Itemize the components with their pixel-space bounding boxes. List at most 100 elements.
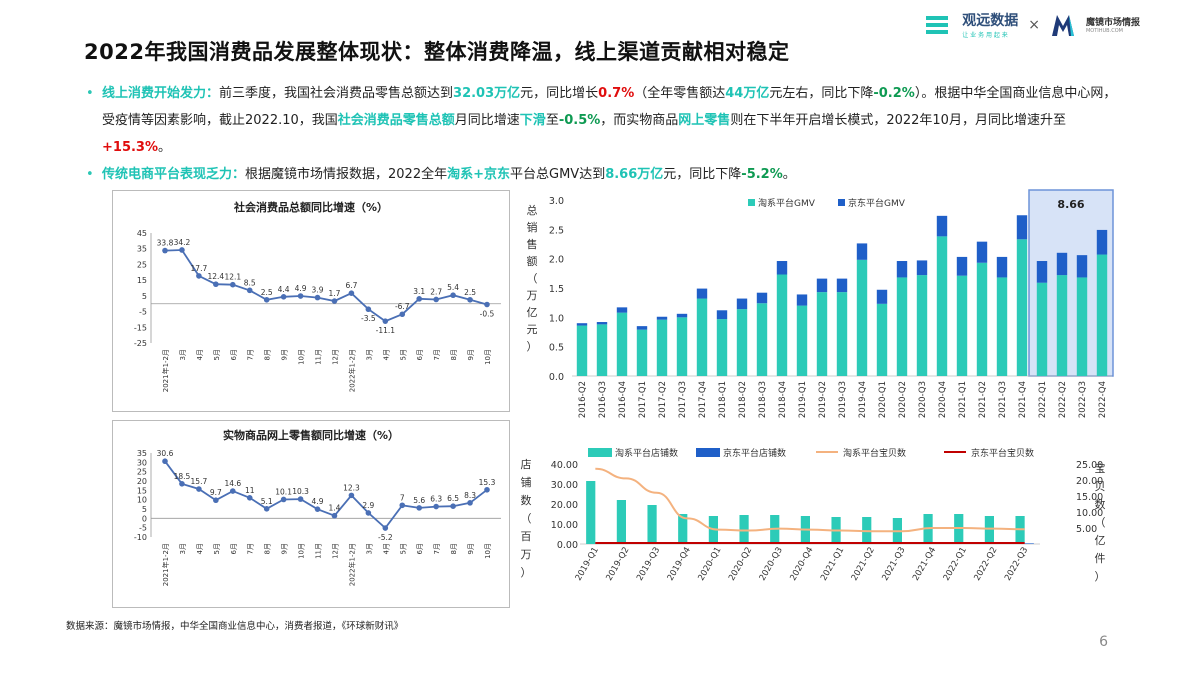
data-label: 6.5	[447, 494, 459, 503]
bullet2-text: 。	[782, 167, 796, 182]
x-tick-label: 7月	[247, 349, 255, 360]
data-label: 5.4	[447, 283, 459, 292]
highlight-total-label: 8.66	[1057, 198, 1084, 211]
y-tick-label: 0	[142, 514, 147, 523]
bullet2-highlight: 淘系+京东	[447, 167, 511, 182]
data-point	[280, 496, 287, 503]
data-point	[229, 281, 236, 288]
data-point	[365, 510, 372, 516]
bar-jd-gmv	[976, 241, 988, 263]
x-tick-label: 2018-Q1	[718, 381, 728, 418]
bar-jd-gmv	[576, 323, 588, 326]
bar-jd-gmv	[636, 326, 648, 330]
x-tick-label: 6月	[416, 349, 424, 360]
bar-taoxi-gmv	[756, 303, 768, 376]
data-point	[314, 294, 321, 301]
y-tick-label: -15	[134, 323, 147, 332]
data-point	[348, 492, 355, 499]
logo-left-sub: 让 业 务 用 起 来	[962, 32, 1008, 39]
logo-left-text: 观远数据	[962, 13, 1019, 29]
bar-taoxi-gmv	[916, 275, 928, 376]
bar-taoxi-gmv	[1096, 254, 1108, 376]
data-point	[196, 273, 202, 279]
data-point	[467, 500, 473, 506]
x-tick-label: 2018-Q3	[758, 381, 768, 418]
x-tick-label: 2021年1-2月	[161, 349, 170, 392]
y-tick-label: 20.00	[551, 500, 578, 511]
data-label: 3.9	[312, 286, 324, 295]
bar-jd-gmv	[856, 243, 868, 260]
logo-right-sub: MOTIHUB.COM	[1085, 28, 1123, 34]
bar-jd-gmv	[816, 278, 828, 293]
page-title: 2022年我国消费品发展整体现状：整体消费降温，线上渠道贡献相对稳定	[84, 40, 790, 64]
data-label: -5.2	[378, 533, 393, 542]
data-label: 15.7	[191, 477, 208, 486]
data-label: 4.4	[278, 285, 290, 294]
x-tick-label: 10月	[484, 543, 492, 559]
bar-taoxi-gmv	[796, 305, 808, 376]
data-label: 34.2	[174, 238, 191, 247]
x-tick-label: 8月	[264, 543, 272, 554]
y-tick-label: -5	[139, 308, 147, 317]
bullet1-text: 前三季度，我国社会消费品零售总额达到	[219, 86, 454, 101]
bullet1-heading: 线上消费开始发力：	[102, 86, 220, 101]
x-tick-label: 8月	[450, 543, 458, 554]
y-tick-label: 25	[137, 468, 147, 477]
data-point	[246, 287, 253, 294]
data-label: 6.7	[345, 281, 357, 290]
y2-axis-label-char: 数	[1095, 498, 1106, 511]
bar-taoxi-gmv	[936, 236, 948, 376]
y-axis-label-char: （	[521, 512, 532, 525]
data-label: 18.5	[174, 472, 191, 481]
bullet-online-consumption: 线上消费开始发力：前三季度，我国社会消费品零售总额达到32.03万亿元，同比增长…	[84, 80, 1124, 161]
bar-taoxi-gmv	[596, 324, 608, 376]
bar-taoxi-stores	[739, 515, 749, 544]
header-logos: 观远数据 让 业 务 用 起 来 × 魔镜市场情报 MOTIHUB.COM	[924, 10, 1140, 39]
x-tick-label: 2018-Q4	[778, 381, 788, 418]
data-point	[297, 496, 304, 502]
x-tick-label: 2022-Q3	[1003, 546, 1030, 583]
data-point	[433, 503, 439, 510]
bullet1-text: 则在下半年开启增长模式，2022年10月，月同比增速升至	[730, 113, 1066, 128]
bar-jd-gmv	[716, 310, 728, 320]
x-tick-label: 2021-Q1	[819, 546, 846, 583]
y-tick-label: 15	[137, 486, 147, 495]
bullet2-text: 平台总GMV达到	[510, 167, 606, 182]
bar-taoxi-stores	[586, 481, 596, 544]
data-label: -0.5	[480, 310, 495, 319]
bar-taoxi-gmv	[616, 312, 628, 376]
bar-jd-gmv	[776, 261, 788, 275]
legend-swatch	[588, 448, 612, 457]
bar-taoxi-gmv	[856, 259, 868, 376]
x-tick-label: 2021-Q2	[850, 546, 877, 583]
data-point	[382, 525, 389, 531]
y-tick-label: 0.0	[549, 372, 564, 383]
chart-title: 社会消费品总额同比增速（%）	[233, 200, 388, 214]
data-point	[467, 296, 473, 303]
bullet1-text: 元，同比增长	[520, 86, 599, 101]
data-label: 4.9	[312, 497, 324, 506]
y-axis-label-char: 万	[521, 548, 532, 561]
y-tick-label: 45	[137, 229, 147, 238]
bar-taoxi-stores	[616, 500, 626, 544]
y-tick-label: 20	[137, 477, 147, 486]
x-tick-label: 2019-Q1	[798, 381, 808, 418]
bullet1-highlight: 网上零售	[678, 113, 731, 128]
bullet1-value: 44万亿	[725, 86, 770, 101]
x-tick-label: 2022-Q1	[1038, 381, 1048, 418]
bullet1-value: -0.2%	[873, 86, 915, 101]
y-tick-label: 0.00	[557, 540, 578, 551]
data-point	[416, 505, 423, 511]
x-tick-label: 2021-Q3	[998, 381, 1008, 418]
bullet2-text: 根据魔镜市场情报数据，2022全年	[245, 167, 448, 182]
x-tick-label: 2022-Q2	[972, 546, 999, 583]
bar-jd-gmv	[1096, 229, 1108, 255]
data-label: 1.7	[329, 289, 341, 298]
bar-jd-gmv	[996, 256, 1008, 278]
y-tick-label: 30.00	[551, 480, 578, 491]
x-tick-label: 2019-Q4	[666, 546, 693, 583]
x-tick-label: 2020-Q1	[878, 381, 888, 418]
x-tick-label: 2022-Q3	[1078, 381, 1088, 418]
bar-jd-gmv	[916, 260, 928, 276]
